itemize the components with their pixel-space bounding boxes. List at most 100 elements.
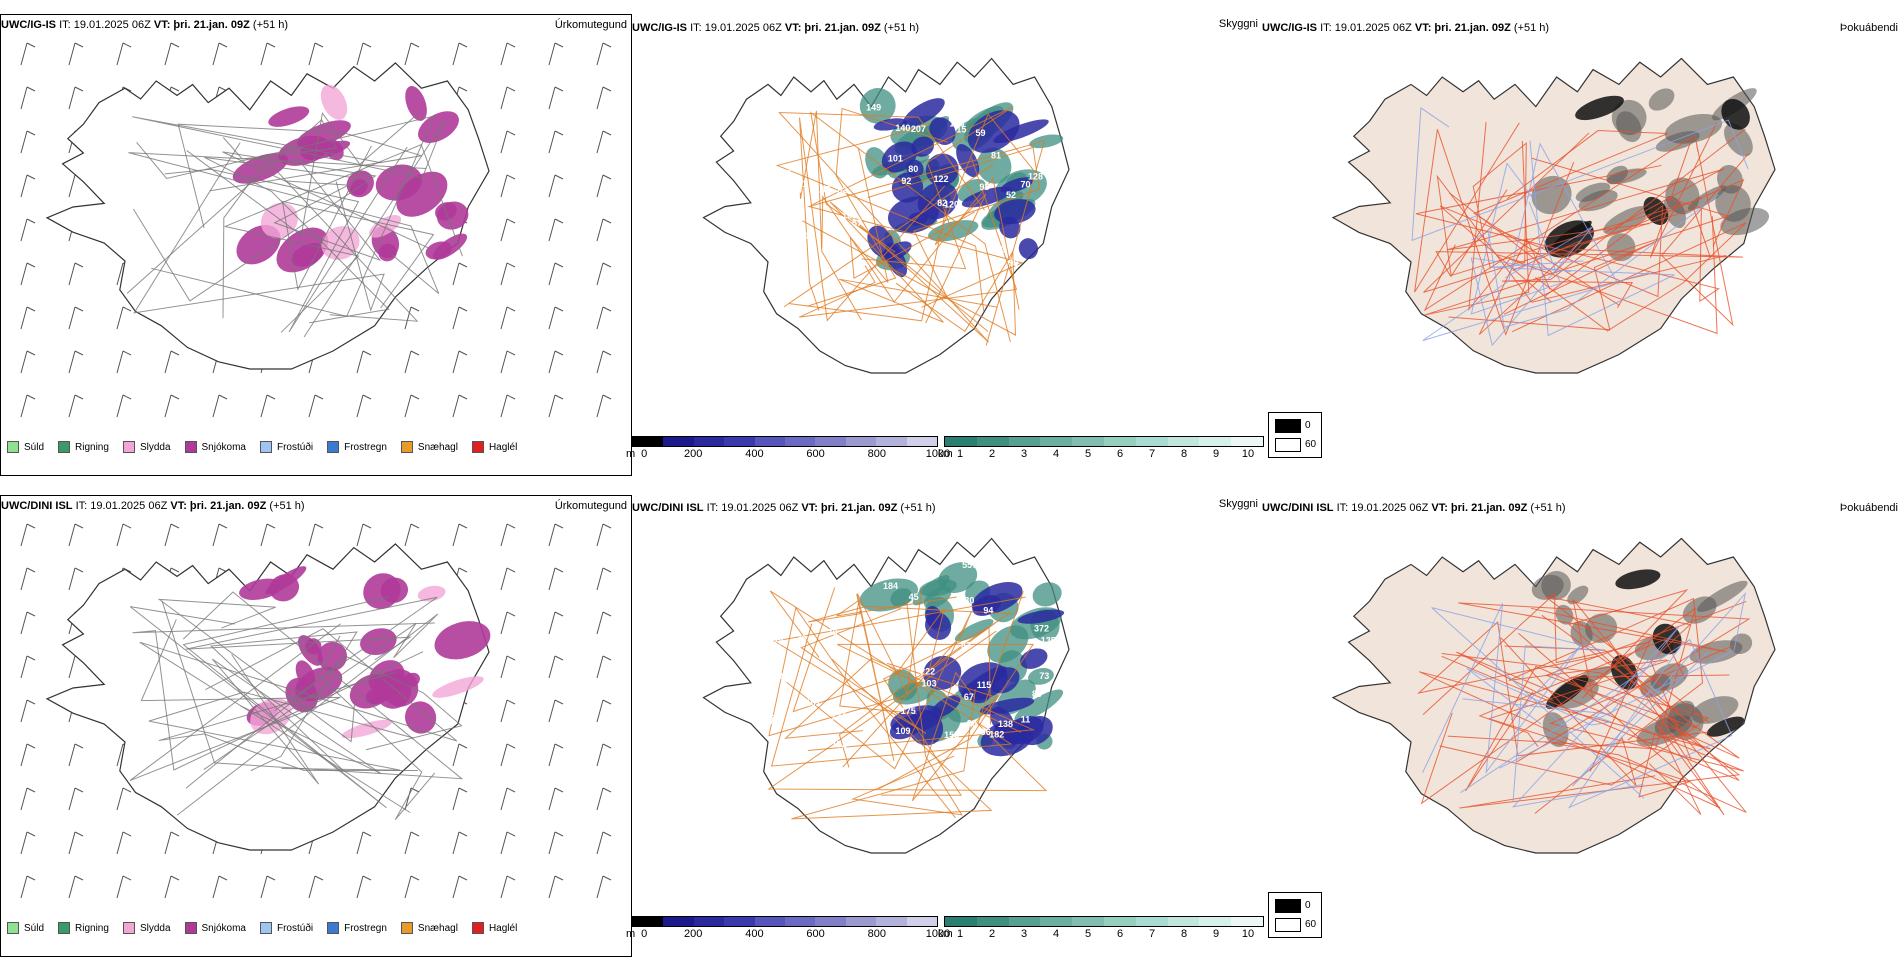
colorbar-tick-label: 0 [641,928,648,940]
wind-barb [212,523,228,547]
road-line [1415,164,1720,303]
colorbar-tick-label: 400 [745,928,764,940]
precip-area [1545,675,1589,710]
colorbar-swatch [633,917,664,926]
cloud-base-label: 128 [1028,171,1043,181]
road-line [1431,607,1645,802]
colorbar-swatch [1040,917,1073,926]
wind-barb [116,875,132,899]
road-line [204,156,390,324]
road-line [1446,168,1725,251]
legend-item-7: Haglél [471,441,517,453]
lead-time: (+51 h) [900,502,936,514]
valid-time: þri. 21.jan. 09Z [804,22,881,34]
wind-barb [20,394,36,418]
lead-time: (+51 h) [269,500,305,512]
wind-barb [596,655,612,679]
wind-barb [452,743,468,767]
precip-area [1032,582,1062,607]
precip-area [405,85,427,121]
road-line [1468,121,1718,335]
colorbar-tick-label: 7 [1148,928,1156,940]
colorbar-swatch [1072,437,1104,446]
precip-area [432,676,484,698]
valid-time-label: VT: [801,502,818,514]
colorbar-swatch [724,437,755,446]
colorbar-unit: m [626,448,636,460]
precip-area [1720,207,1770,236]
colorbar-tick-label: 200 [684,928,703,940]
panel-header: UWC/DINI ISL IT: 19.01.2025 06Z VT: þri.… [1262,502,1566,514]
road-line [837,643,1035,790]
cloud-base-label: 67 [780,239,790,249]
wind-barb [356,350,372,374]
wind-barb [68,394,84,418]
precip-area [1697,580,1748,612]
model-name: UWC/IG-IS [1262,22,1317,34]
precip-area [434,621,491,660]
road-line [1491,140,1675,337]
panel-header: UWC/IG-IS IT: 19.01.2025 06Z VT: þri. 21… [1262,22,1549,34]
precip-area [1014,689,1064,722]
legend-label: Frostúði [276,441,314,453]
colorbar-swatch [976,917,1009,926]
precip-area [972,595,1001,616]
wind-barb [596,523,612,547]
precip-area [912,574,950,606]
wind-barb [68,262,84,286]
road-line [783,163,994,322]
colorbar-tick-label: 3 [1020,928,1028,940]
cloud-base-label: 85 [826,579,836,589]
wind-barb [116,787,132,811]
road-line [133,142,385,314]
wind-barb [116,523,132,547]
wind-barb [452,831,468,855]
cloud-base-label: 99 [1008,258,1018,268]
road-line [317,635,436,820]
fog-legend: 0 60 [1268,892,1322,938]
wind-barb [20,655,36,679]
colorbar-swatch [845,437,877,446]
wind-barb [596,306,612,330]
wind-barb [548,831,564,855]
cloud-base-label: 549 [786,163,801,173]
wind-barb [548,350,564,374]
colorbar-swatch [1231,437,1263,446]
iceland-map-fog [1331,57,1776,374]
colorbar-ticks: km 1 2 3 4 5 6 7 8 9 10 [938,927,1264,940]
wind-barb [596,567,612,591]
precip-area [1611,99,1647,136]
panel-header: UWC/IG-IS IT: 19.01.2025 06Z VT: þri. 21… [632,22,919,34]
wind-barb [596,875,612,899]
colorbar-swatches [632,916,938,927]
road-line [139,628,458,814]
wind-barb [452,42,468,66]
cloud-base-label: 121 [786,133,801,143]
precip-area [979,697,1035,715]
road-line [273,152,382,262]
cloud-base-label: 156 [944,730,959,740]
precip-area [956,144,980,178]
road-line [773,596,1026,734]
wind-barb [260,394,276,418]
colorbar-swatch [754,437,786,446]
precip-area [954,619,994,642]
cloud-base-label: 140 [895,123,910,133]
colorbar-swatch [976,437,1009,446]
cloud-base-label: 80 [908,164,918,174]
cloud-base-label: 89 [877,129,887,139]
wind-barb [596,831,612,855]
fog-label-0: 0 [1305,420,1311,431]
fog-label-60: 60 [1305,439,1317,450]
colorbar-tick-label: 8 [1180,448,1188,460]
colorbar-tick-label: 8 [1180,928,1188,940]
road-line [1473,130,1668,306]
cloud-base-label: 122 [934,174,949,184]
precip-area [360,628,397,656]
legend-item-4: Frostúði [259,922,313,934]
legend-swatch [259,441,272,453]
legend-label: Rigning [75,441,109,453]
legend-label: Frostregn [344,441,387,453]
wind-barb [500,350,516,374]
precip-area [1706,716,1745,737]
